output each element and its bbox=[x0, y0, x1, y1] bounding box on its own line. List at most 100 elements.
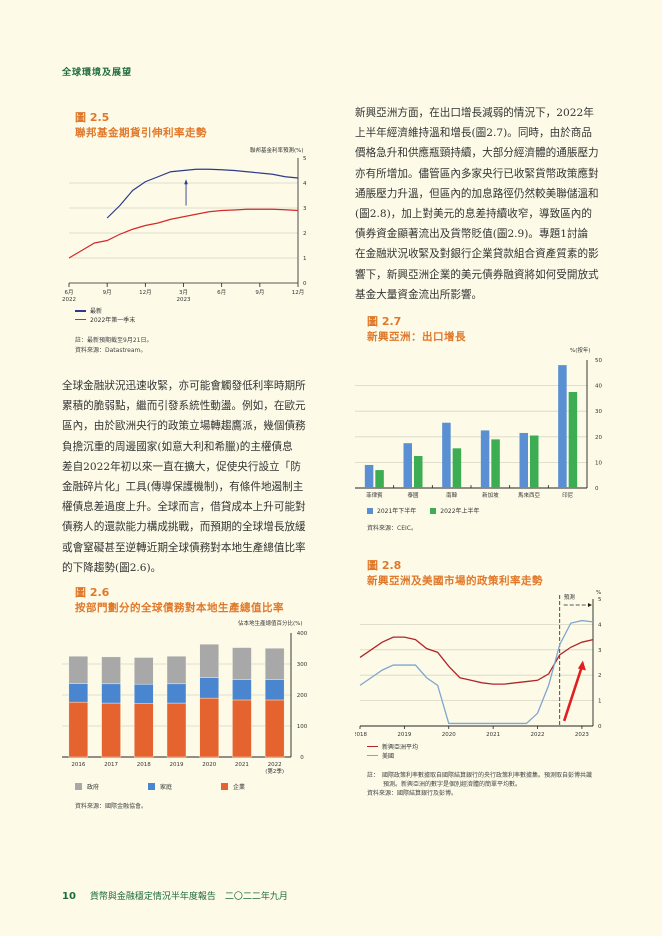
legend-label: 2021年下半年 bbox=[377, 508, 417, 515]
fig27-title: 新興亞洲：出口增長 bbox=[367, 331, 466, 343]
page-footer: 10 貨幣與金融穩定情況半年度報告 二〇二二年九月 bbox=[62, 889, 288, 902]
fig28-source: 資料來源：國際結算銀行及彭博。 bbox=[367, 790, 458, 797]
svg-text:0: 0 bbox=[595, 486, 599, 492]
svg-text:馬來西亞: 馬來西亞 bbox=[518, 492, 541, 499]
svg-text:2022: 2022 bbox=[268, 762, 282, 768]
fig27-ylabel: %(按年) bbox=[570, 348, 591, 354]
svg-text:2022: 2022 bbox=[62, 297, 76, 303]
text-line: 差自2022年初以來一直在擴大，促使央行設立「防 bbox=[62, 460, 301, 473]
svg-text:9月: 9月 bbox=[103, 289, 112, 296]
fig26-ylabel: 佔本地生產總值百分比(%) bbox=[238, 621, 303, 627]
svg-text:200: 200 bbox=[297, 693, 308, 699]
fig27-chart: 0 10 20 30 40 50 菲律賓 泰國 南韓 新加坡 馬來西亞 印尼 bbox=[355, 358, 602, 499]
legend-item-corp: 企業 bbox=[221, 782, 245, 791]
legend-label: 政府 bbox=[87, 784, 100, 791]
right-body-text: 新興亞洲方面，在出口增長減弱的情況下，2022年 上半年經濟維持溫和增長(圖2.7… bbox=[355, 103, 635, 305]
svg-text:1: 1 bbox=[303, 256, 307, 262]
legend-swatch-red bbox=[75, 318, 86, 321]
svg-text:2020: 2020 bbox=[442, 732, 456, 738]
legend-swatch-green bbox=[430, 507, 437, 514]
svg-text:2: 2 bbox=[303, 231, 307, 237]
svg-text:12月: 12月 bbox=[139, 289, 152, 296]
text-line: 新興亞洲方面，在出口增長減弱的情況下，2022年 bbox=[355, 107, 594, 119]
legend-label: 2022年上半年 bbox=[440, 508, 480, 515]
svg-text:2017: 2017 bbox=[104, 762, 118, 768]
legend-item-gov: 政府 bbox=[75, 782, 148, 791]
text-line: 負擔沉重的周邊國家(如意大利和希臘)的主權債息 bbox=[62, 440, 293, 453]
svg-text:%: % bbox=[596, 590, 601, 596]
legend-swatch-orange bbox=[221, 783, 228, 790]
legend-item-household: 家庭 bbox=[148, 782, 221, 791]
text-line: 亦有所增加。儘管區內多家央行已收緊貨幣政策應對 bbox=[355, 167, 599, 180]
svg-text:5: 5 bbox=[598, 597, 602, 603]
fig25-legend: 最新 2022年第一季末 bbox=[75, 306, 135, 324]
legend-swatch-gray bbox=[75, 783, 82, 790]
svg-text:2016: 2016 bbox=[71, 762, 85, 768]
fig26-chart: 0 100 200 300 400 2016 2017 2018 2019 2020 2021 202… bbox=[62, 631, 308, 775]
svg-text:2019: 2019 bbox=[170, 762, 184, 768]
svg-text:(第2季): (第2季) bbox=[265, 767, 284, 775]
legend-item-latest: 最新 bbox=[75, 306, 135, 315]
svg-text:30: 30 bbox=[595, 409, 602, 415]
fig27-number: 圖 2.7 bbox=[367, 315, 402, 328]
fig28-title: 新興亞洲及美國市場的政策利率走勢 bbox=[367, 575, 543, 587]
fig25-note: 註：最新預期截至9月21日。 bbox=[75, 337, 153, 344]
fig26-legend: 政府 家庭 企業 bbox=[75, 782, 305, 791]
svg-text:40: 40 bbox=[595, 384, 602, 390]
legend-label: 2022年第一季末 bbox=[90, 317, 136, 324]
text-line: 債務人的還款能力構成挑戰，而預期的全球增長放緩 bbox=[62, 521, 306, 534]
svg-text:2019: 2019 bbox=[397, 732, 411, 738]
text-line: 的下降趨勢(圖2.6)。 bbox=[62, 561, 162, 574]
text-line: (圖2.8)，加上對美元的息差持續收窄，導致區內的 bbox=[355, 208, 592, 221]
legend-label: 美國 bbox=[382, 753, 395, 760]
fig25-source: 資料來源：Datastream。 bbox=[75, 347, 147, 354]
fig27-legend: 2021年下半年 2022年上半年 bbox=[367, 506, 480, 515]
text-line: 債券資金顯著流出及貨幣貶值(圖2.9)。專題1討論 bbox=[355, 228, 589, 241]
legend-item-2021h2: 2021年下半年 bbox=[367, 506, 416, 515]
svg-text:4: 4 bbox=[303, 181, 307, 187]
text-line: 金融碎片化」工具(傳導保護機制)，有條件地遏制主 bbox=[62, 481, 304, 494]
svg-text:2020: 2020 bbox=[202, 762, 216, 768]
svg-text:50: 50 bbox=[595, 358, 602, 364]
svg-text:1: 1 bbox=[598, 699, 602, 705]
fig26-number: 圖 2.6 bbox=[75, 586, 110, 599]
legend-swatch-lightblue bbox=[367, 754, 378, 757]
text-line: 上半年經濟維持溫和增長(圖2.7)。同時，由於商品 bbox=[355, 127, 592, 140]
svg-text:6月: 6月 bbox=[217, 289, 226, 296]
fig25-title: 聯邦基金期貨引伸利率走勢 bbox=[75, 127, 207, 139]
svg-text:菲律賓: 菲律賓 bbox=[366, 491, 383, 499]
legend-swatch-red bbox=[367, 745, 378, 748]
svg-text:2018: 2018 bbox=[137, 762, 151, 768]
svg-text:3月: 3月 bbox=[179, 289, 188, 296]
legend-label: 家庭 bbox=[160, 784, 173, 791]
left-body-text: 全球金融狀況迅速收緊，亦可能會觸發低利率時期所 累積的脆弱點，繼而引發系統性動盪。… bbox=[62, 376, 334, 578]
legend-swatch-blue bbox=[367, 507, 373, 514]
fig26-heading: 圖 2.6 按部門劃分的全球債務對本地生產總值比率 bbox=[75, 584, 284, 615]
svg-text:3: 3 bbox=[598, 648, 602, 654]
svg-text:印尼: 印尼 bbox=[562, 492, 574, 499]
text-line: 在金融狀況收緊及對銀行企業貸款組合資產質素的影 bbox=[355, 248, 599, 261]
text-line: 權債息差過度上升。全球而言，借貸成本上升可能對 bbox=[62, 501, 306, 514]
legend-item-2022h1: 2022年上半年 bbox=[430, 506, 480, 515]
fig25-heading: 圖 2.5 聯邦基金期貨引伸利率走勢 bbox=[75, 109, 207, 140]
svg-text:預測: 預測 bbox=[564, 593, 576, 601]
svg-text:新加坡: 新加坡 bbox=[482, 491, 499, 499]
footer-title: 貨幣與金融穩定情況半年度報告 二〇二二年九月 bbox=[89, 892, 288, 902]
svg-text:3: 3 bbox=[303, 206, 307, 212]
fig28-chart: 0 1 2 3 4 5% 2018 2019 2020 2021 2022 2023 預測 bbox=[355, 590, 602, 738]
svg-text:南韓: 南韓 bbox=[446, 491, 458, 499]
fig26-source: 資料來源：國際金融協會。 bbox=[75, 803, 148, 810]
svg-text:300: 300 bbox=[297, 662, 308, 668]
text-line: 區內，由於歐洲央行的政策立場轉趨鷹派，幾個債務 bbox=[62, 420, 306, 433]
fig26-title: 按部門劃分的全球債務對本地生產總值比率 bbox=[75, 602, 284, 614]
svg-text:2023: 2023 bbox=[575, 732, 589, 738]
fig28-heading: 圖 2.8 新興亞洲及美國市場的政策利率走勢 bbox=[367, 557, 543, 588]
svg-text:12月: 12月 bbox=[292, 289, 305, 296]
legend-item-em: 新興亞洲平均 bbox=[367, 742, 418, 751]
fig27-heading: 圖 2.7 新興亞洲：出口增長 bbox=[367, 313, 466, 344]
legend-swatch-navy bbox=[75, 309, 86, 312]
legend-label: 企業 bbox=[233, 784, 246, 791]
fig28-number: 圖 2.8 bbox=[367, 559, 402, 572]
fig28-note-2: 預測。新興亞洲的數字是個別經濟體的簡單平均數。 bbox=[383, 781, 522, 788]
legend-label: 新興亞洲平均 bbox=[382, 744, 419, 751]
